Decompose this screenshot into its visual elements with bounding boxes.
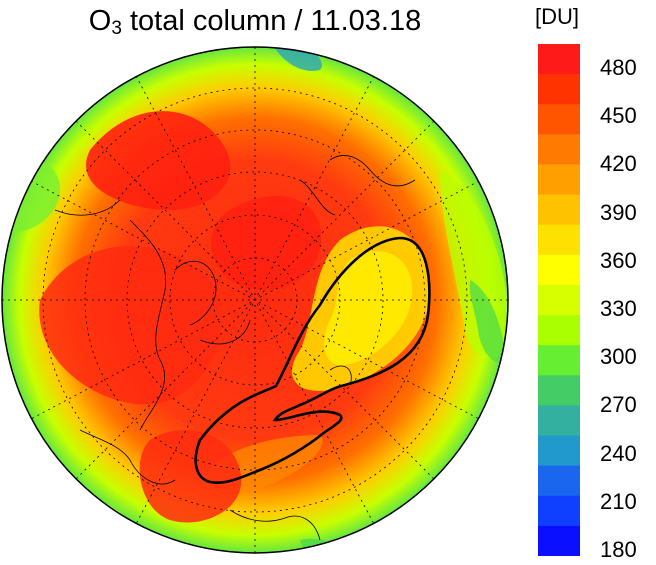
colorbar-tick-label: 330	[600, 296, 637, 321]
colorbar-tick-label: 180	[600, 537, 637, 562]
colorbar-segment	[538, 405, 580, 437]
colorbar-segment	[538, 74, 580, 105]
graticule	[2, 47, 508, 553]
colorbar-segment	[538, 465, 580, 497]
colorbar-segment	[538, 104, 580, 135]
colorbar-unit: [DU]	[535, 4, 579, 29]
title-subscript: 3	[111, 18, 122, 39]
colorbar-segment	[538, 495, 580, 527]
colorbar-segment	[538, 224, 580, 256]
colorbar-tick-label: 360	[600, 247, 637, 273]
colorbar-segment	[538, 134, 580, 165]
colorbar-tick-label: 270	[600, 392, 637, 418]
colorbar-segment	[538, 254, 580, 286]
colorbar-segment	[538, 284, 580, 316]
colorbar-segment	[538, 194, 580, 226]
title-rest: total column / 11.03.18	[121, 5, 422, 37]
colorbar-tick-label: 450	[600, 103, 637, 129]
colorbar-segment	[538, 315, 580, 346]
colorbar-segment	[538, 345, 580, 376]
colorbar-segment	[538, 164, 580, 196]
colorbar-tick-label: 210	[600, 488, 637, 514]
colorbar-tick-label: 300	[600, 344, 637, 370]
page-title: O3 total column / 11.03.18	[0, 0, 510, 42]
colorbar-segment	[538, 375, 580, 406]
polar-ozone-map	[1, 46, 509, 554]
title-species: O	[88, 5, 112, 37]
colorbar	[538, 44, 580, 556]
vortex-outline	[194, 236, 431, 484]
colorbar-segment	[538, 44, 580, 75]
colorbar-segment	[538, 435, 580, 467]
colorbar-tick-label: 390	[600, 199, 637, 225]
colorbar-tick-label: 240	[600, 440, 637, 466]
colorbar-tick-label: 480	[600, 55, 637, 80]
colorbar-tick-label: 420	[600, 151, 637, 177]
colorbar-tick-labels: 480 450 420 390 360 330 300 270 240 210 180	[600, 44, 656, 561]
globe-border	[1, 46, 509, 554]
colorbar-segment	[538, 525, 580, 556]
